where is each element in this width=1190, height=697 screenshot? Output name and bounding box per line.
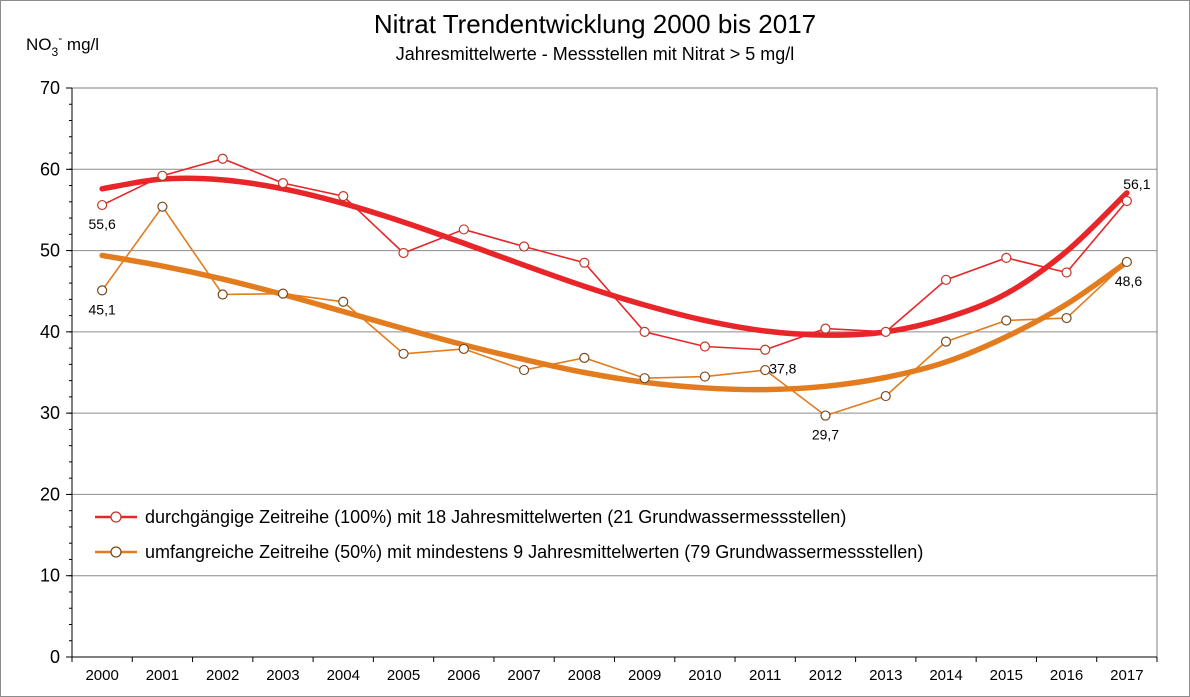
series-1-point-2001	[157, 170, 168, 181]
series-2-point-2009	[639, 373, 650, 384]
x-tick-label-2010: 2010	[688, 667, 721, 684]
x-tick-label-2017: 2017	[1110, 667, 1143, 684]
series-1-point-2011	[760, 344, 771, 355]
series-1-point-2006	[458, 224, 469, 235]
x-tick-label-2004: 2004	[327, 667, 360, 684]
y-axis-label-main: NO	[26, 35, 52, 54]
series-1-point-2004	[338, 191, 349, 202]
series-1-point-2000	[97, 199, 108, 211]
series-2-point-2001	[157, 201, 168, 212]
series-1-point-2016	[1061, 267, 1072, 278]
series-2-point-2008	[579, 352, 590, 363]
y-axis-label-superscript: -	[58, 31, 62, 45]
series-2-point-2010	[699, 371, 711, 382]
y-axis-label-subscript: 3	[52, 45, 59, 59]
legend-swatch-marker	[110, 511, 122, 523]
series-2-point-2013	[880, 390, 891, 402]
y-tick-labels: 0 10 20 30 40 50 60 70	[40, 78, 60, 667]
series-1-point-2002	[217, 153, 228, 164]
legend-entry-2: umfangreiche Zeitreihe (50%) mit mindest…	[95, 542, 923, 562]
series-2-point-2005	[398, 348, 409, 359]
series-1-point-2005	[398, 247, 409, 259]
x-tick-label-2011: 2011	[749, 667, 781, 684]
series-1-point-2007	[518, 241, 530, 252]
x-tick-label-2001: 2001	[146, 667, 179, 684]
chart-title: Nitrat Trendentwicklung 2000 bis 2017	[374, 9, 816, 39]
series-2-point-2014	[940, 336, 952, 347]
legend-swatch-marker	[110, 546, 122, 558]
data-label-series-1-2017: 56,1	[1123, 176, 1150, 192]
x-tick-label-2008: 2008	[568, 667, 601, 684]
data-labels: 55,6 37,8 56,1 45,1 29,7 48,6	[89, 176, 1151, 443]
chart-subtitle: Jahresmittelwerte - Messstellen mit Nitr…	[396, 44, 795, 64]
x-tick-label-2014: 2014	[929, 667, 962, 684]
series-1-point-2003	[277, 178, 289, 189]
x-tick-label-2000: 2000	[85, 667, 118, 684]
y-tick-label: 20	[40, 484, 60, 504]
x-tick-label-2007: 2007	[507, 667, 540, 684]
y-axis-label: NO3- mg/l	[26, 31, 99, 59]
series-2-point-2015	[1001, 315, 1012, 326]
data-label-series-1-2011: 37,8	[769, 361, 796, 377]
series-2-line	[101, 205, 1128, 417]
series-1-point-2013	[880, 326, 891, 337]
series-2	[97, 201, 1132, 421]
y-tick-label: 40	[40, 322, 60, 342]
y-tick-label: 50	[40, 241, 60, 261]
x-tick-label-2015: 2015	[990, 667, 1023, 684]
series-2-point-2000	[97, 285, 108, 296]
y-tick-label: 0	[50, 647, 60, 667]
data-label-series-2-2017: 48,6	[1115, 273, 1142, 289]
series-2-point-2007	[518, 364, 530, 376]
y-tick-label: 70	[40, 78, 60, 98]
legend-label: durchgängige Zeitreihe (100%) mit 18 Jah…	[145, 507, 846, 527]
series-1-point-2017	[1121, 195, 1132, 207]
series-1	[97, 153, 1132, 355]
x-tick-label-2006: 2006	[447, 667, 480, 684]
x-tick-label-2003: 2003	[266, 667, 299, 684]
series-2-point-2012	[820, 410, 831, 421]
x-tick-label-2002: 2002	[206, 667, 239, 684]
x-tick-label-2009: 2009	[628, 667, 661, 684]
series-2-point-2003	[277, 288, 289, 299]
legend-entry-1: durchgängige Zeitreihe (100%) mit 18 Jah…	[95, 507, 846, 527]
series-1-point-2012	[820, 323, 831, 334]
series-2-point-2002	[217, 289, 228, 300]
series-1-point-2010	[699, 341, 711, 352]
series-2-point-2004	[338, 296, 349, 307]
series-2-point-2011	[760, 364, 771, 376]
grid-lines	[72, 168, 1157, 577]
series-1-trend-curve	[99, 175, 1130, 338]
series-1-line	[101, 157, 1128, 351]
axes	[66, 87, 1158, 662]
x-tick-label-2013: 2013	[869, 667, 902, 684]
y-tick-label: 10	[40, 566, 60, 586]
y-tick-label: 30	[40, 403, 60, 423]
legend-label: umfangreiche Zeitreihe (50%) mit mindest…	[145, 542, 923, 562]
series-2-point-2017	[1121, 256, 1132, 268]
series-1-point-2008	[579, 257, 590, 268]
series-1-point-2015	[1001, 252, 1012, 263]
x-tick-label-2016: 2016	[1050, 667, 1083, 684]
legend: durchgängige Zeitreihe (100%) mit 18 Jah…	[95, 507, 923, 562]
x-tick-label-2012: 2012	[809, 667, 842, 684]
series-1-point-2014	[940, 274, 952, 285]
data-label-series-2-2012: 29,7	[812, 427, 839, 443]
data-series	[97, 153, 1132, 421]
data-label-series-1-2000: 55,6	[89, 216, 116, 232]
series-2-point-2016	[1061, 312, 1072, 324]
y-tick-label: 60	[40, 159, 60, 179]
series-1-point-2009	[639, 326, 650, 337]
x-tick-label-2005: 2005	[387, 667, 420, 684]
x-tick-labels: 2000 2001 2002 2003 2004 2005 2006 2007 2008 2009…	[85, 667, 1143, 684]
series-2-point-2006	[458, 343, 469, 355]
data-label-series-2-2000: 45,1	[89, 301, 116, 317]
y-axis-label-unit: mg/l	[62, 35, 99, 54]
